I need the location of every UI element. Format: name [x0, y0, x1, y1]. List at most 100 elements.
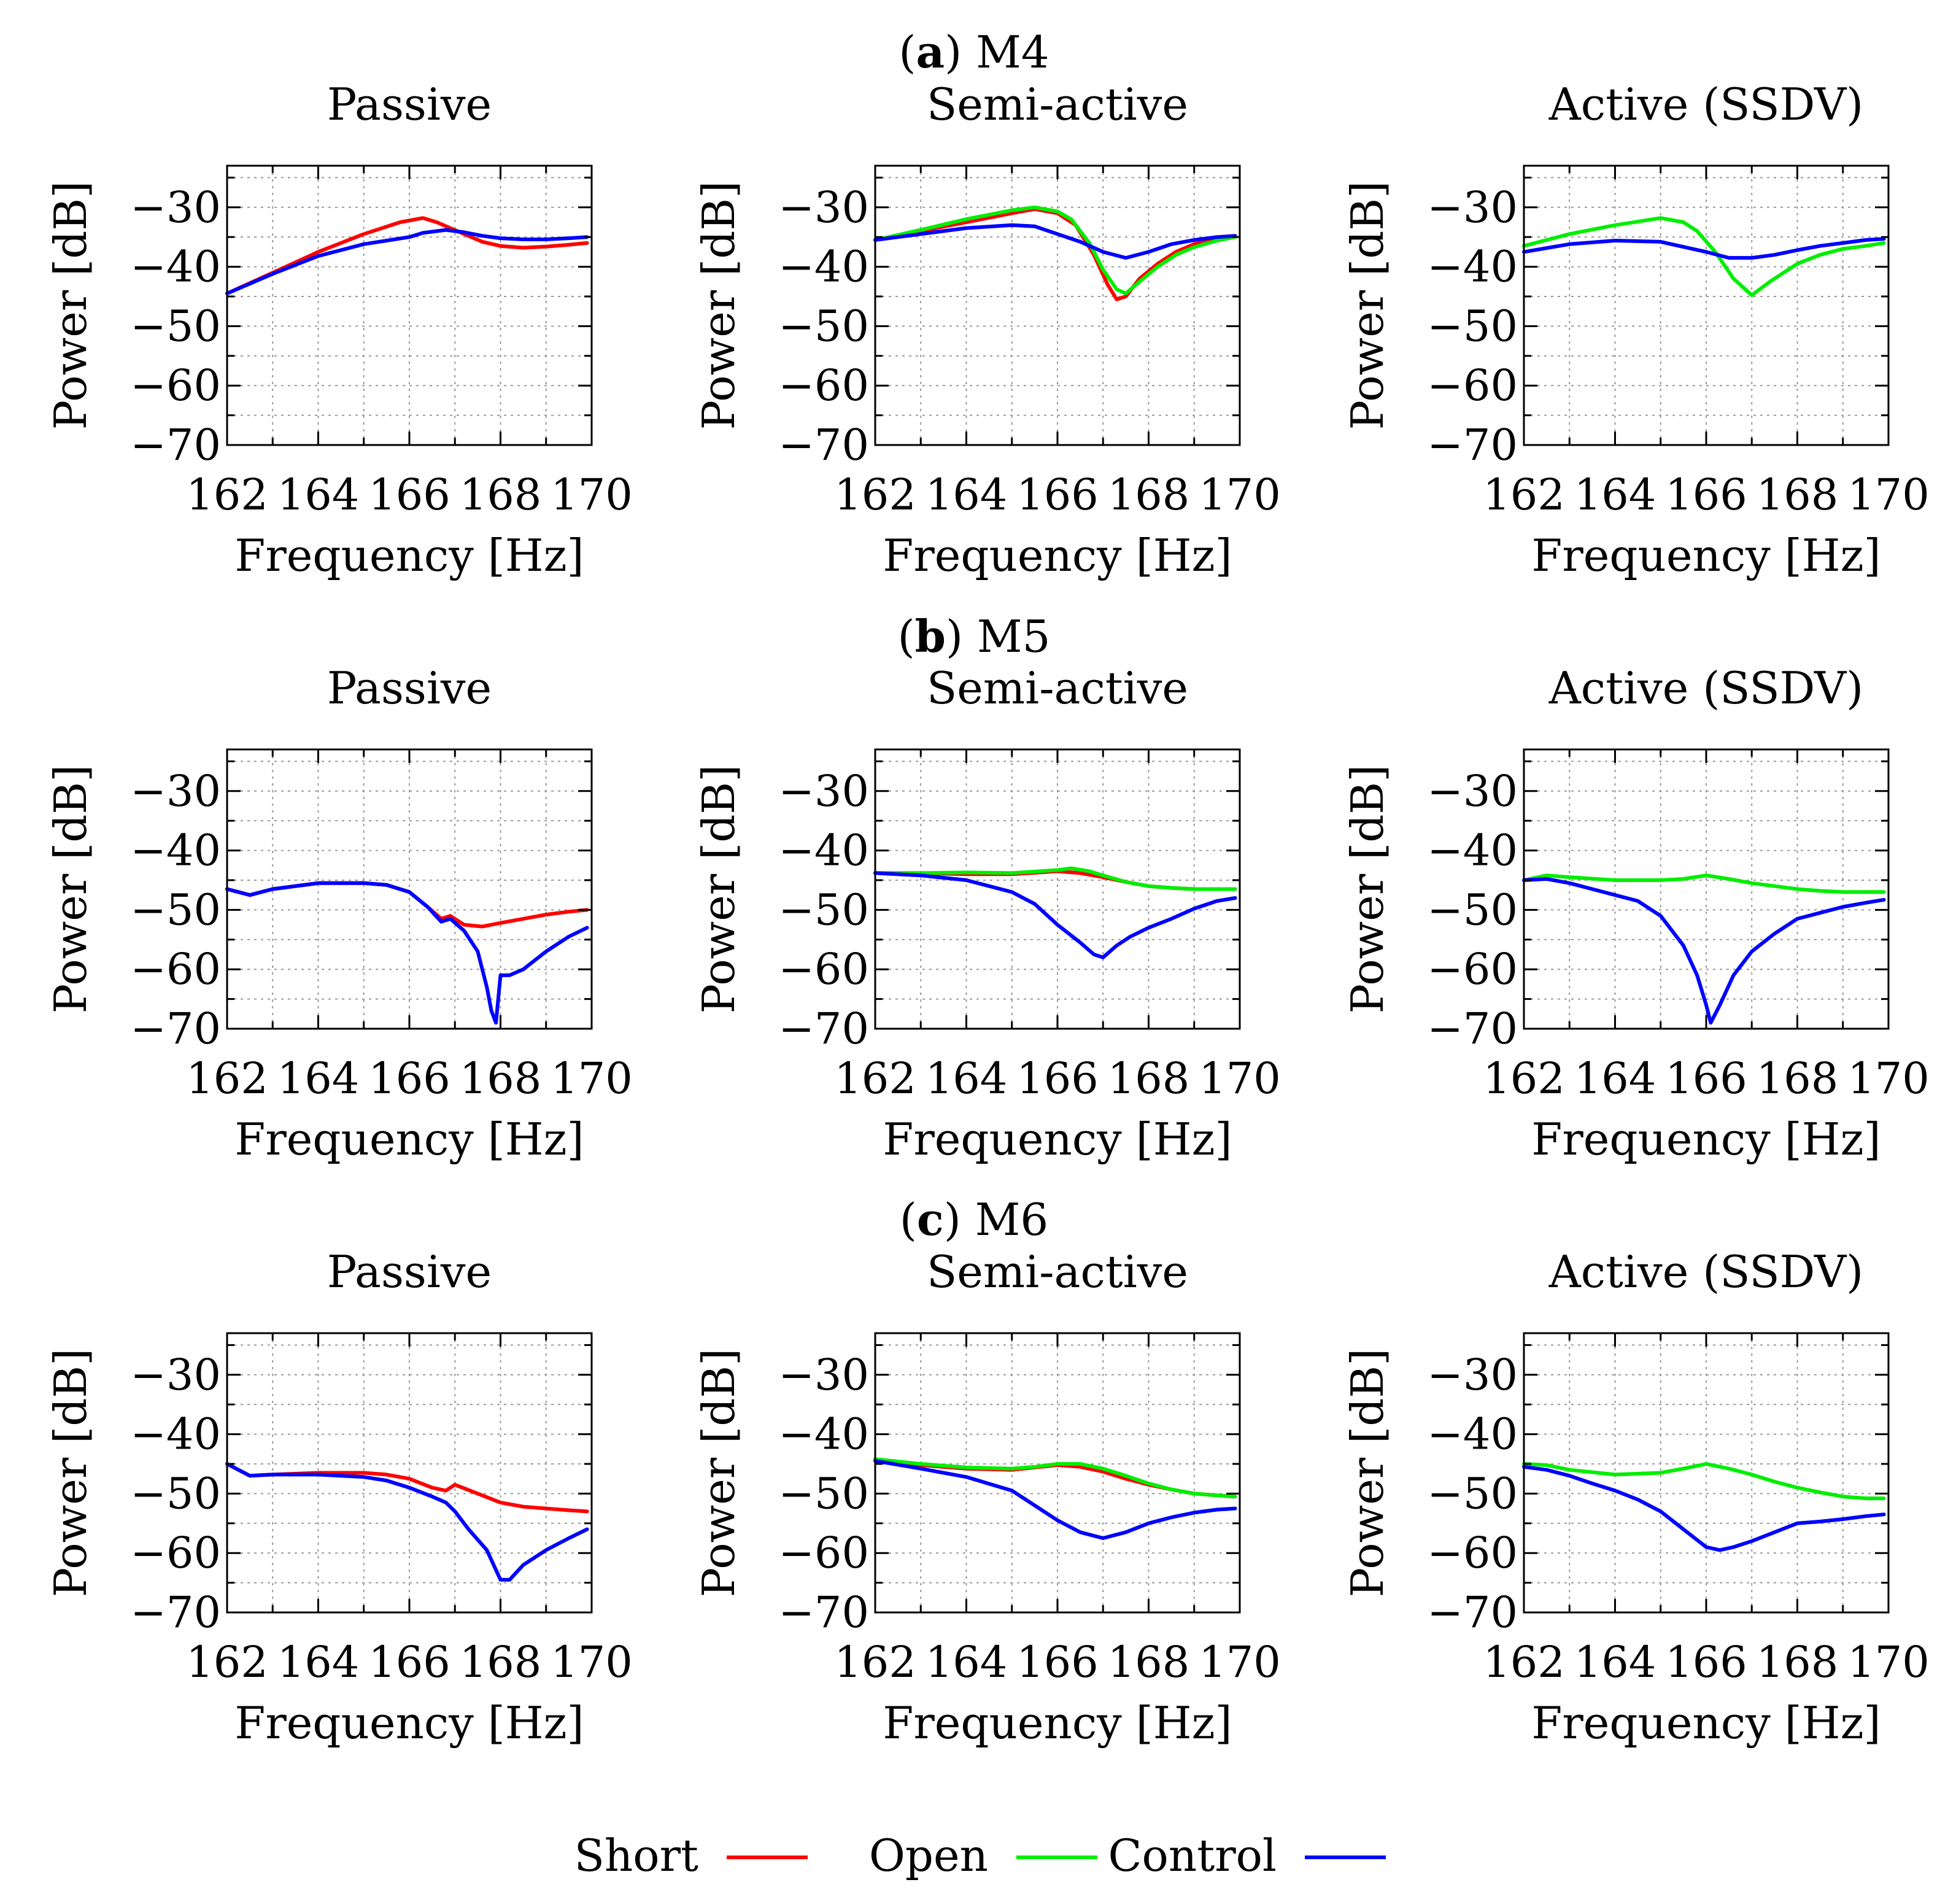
row-label: (c) M6 — [900, 1193, 1048, 1245]
y-tick-label: −70 — [778, 420, 869, 470]
legend-item-open: Open — [869, 1830, 1097, 1881]
y-tick-label: −60 — [1427, 944, 1518, 994]
series-line-control — [873, 871, 1237, 959]
subplot: 162 164 166 168 170 −30 −40 −50 −60 −70 Active (SS… — [1342, 1246, 1930, 1749]
x-tick-label: 166 — [1016, 1053, 1099, 1104]
x-axis-label: Frequency [Hz] — [1531, 1113, 1880, 1165]
y-tick-label: −70 — [130, 1004, 221, 1054]
y-tick-label: −60 — [130, 360, 221, 411]
x-tick-label: 166 — [1016, 470, 1099, 520]
subplot-title: Passive — [327, 662, 492, 714]
y-tick-label: −50 — [1427, 1468, 1518, 1519]
x-tick-label: 168 — [1108, 1637, 1190, 1687]
series-line-control — [1522, 1465, 1886, 1552]
series-line-control — [873, 1459, 1237, 1540]
y-axis-label: Power [dB] — [693, 1349, 744, 1598]
series-line-open — [873, 1457, 1237, 1499]
subplot-title: Active (SSDV) — [1548, 79, 1863, 130]
x-tick-label: 170 — [551, 470, 633, 520]
series-line-control — [225, 228, 589, 296]
subplot-title: Passive — [327, 79, 492, 130]
x-axis-label: Frequency [Hz] — [1531, 1697, 1880, 1749]
y-axis-label: Power [dB] — [45, 181, 96, 430]
y-tick-label: −40 — [778, 1409, 869, 1460]
row-label-text: ) M6 — [944, 1194, 1049, 1245]
y-tick-label: −50 — [130, 301, 221, 351]
x-tick-label: 168 — [1757, 1053, 1839, 1104]
series-line-open — [873, 205, 1237, 296]
row-label: (a) M4 — [899, 26, 1049, 78]
x-tick-label: 170 — [1199, 470, 1281, 520]
series-line-short — [873, 207, 1237, 301]
series-line-control — [225, 1462, 589, 1582]
x-tick-label: 162 — [186, 1637, 268, 1687]
x-tick-label: 164 — [277, 1637, 360, 1687]
y-tick-label: −40 — [130, 826, 221, 876]
x-tick-label: 162 — [834, 1637, 916, 1687]
y-tick-label: −40 — [130, 1409, 221, 1460]
subplot: 162 164 166 168 170 −30 −40 −50 −60 −70 Passive Fre… — [45, 79, 633, 581]
y-tick-label: −40 — [1427, 826, 1518, 876]
series-line-short — [225, 216, 589, 296]
legend-label: Short — [574, 1830, 698, 1881]
x-tick-label: 164 — [1574, 1637, 1656, 1687]
series-line-open — [1522, 216, 1886, 297]
y-tick-label: −60 — [778, 944, 869, 994]
y-tick-label: −60 — [130, 1528, 221, 1578]
x-tick-label: 168 — [460, 1053, 542, 1104]
subplot: 162 164 166 168 170 −30 −40 −50 −60 −70 Semi-activ… — [693, 1246, 1281, 1749]
y-tick-label: −60 — [1427, 1528, 1518, 1578]
x-axis-label: Frequency [Hz] — [883, 530, 1232, 581]
row-label-text: ) M4 — [945, 26, 1049, 78]
series-line-control — [873, 223, 1237, 260]
x-tick-label: 162 — [186, 1053, 268, 1104]
y-tick-label: −50 — [130, 884, 221, 935]
x-tick-label: 166 — [1016, 1637, 1099, 1687]
y-tick-label: −70 — [1427, 1587, 1518, 1638]
y-tick-label: −40 — [778, 826, 869, 876]
y-axis-label: Power [dB] — [45, 1349, 96, 1598]
series-line-open — [873, 866, 1237, 891]
subplot: 162 164 166 168 170 −30 −40 −50 −60 −70 Semi-activ… — [693, 662, 1281, 1165]
y-tick-label: −50 — [130, 1468, 221, 1519]
subplot-title: Active (SSDV) — [1548, 662, 1863, 714]
y-tick-label: −50 — [778, 884, 869, 935]
x-axis-label: Frequency [Hz] — [234, 530, 584, 581]
y-tick-label: −40 — [130, 242, 221, 292]
legend-item-control: Control — [1108, 1830, 1386, 1881]
y-tick-label: −60 — [778, 360, 869, 411]
x-tick-label: 170 — [1199, 1637, 1281, 1687]
x-tick-label: 164 — [1574, 1053, 1656, 1104]
x-tick-label: 164 — [277, 1053, 360, 1104]
y-axis-label: Power [dB] — [1342, 181, 1393, 430]
y-tick-label: −30 — [778, 766, 869, 816]
x-tick-label: 164 — [1574, 470, 1656, 520]
series-line-open — [1522, 873, 1886, 894]
x-axis-label: Frequency [Hz] — [883, 1697, 1232, 1749]
x-tick-label: 162 — [1483, 470, 1565, 520]
y-tick-label: −70 — [778, 1004, 869, 1054]
legend-label: Control — [1108, 1830, 1277, 1881]
x-tick-label: 166 — [368, 1637, 450, 1687]
y-tick-label: −50 — [778, 1468, 869, 1519]
subplot: 162 164 166 168 170 −30 −40 −50 −60 −70 Active (SS… — [1342, 662, 1930, 1165]
x-tick-label: 162 — [1483, 1053, 1565, 1104]
y-tick-label: −60 — [1427, 360, 1518, 411]
subplot: 162 164 166 168 170 −30 −40 −50 −60 −70 Passive Fre… — [45, 662, 633, 1165]
y-tick-label: −30 — [130, 1350, 221, 1400]
x-tick-label: 168 — [1757, 1637, 1839, 1687]
x-tick-label: 164 — [926, 470, 1008, 520]
x-tick-label: 168 — [1108, 470, 1190, 520]
legend-label: Open — [869, 1830, 988, 1881]
x-axis-label: Frequency [Hz] — [234, 1697, 584, 1749]
series-line-control — [1522, 877, 1886, 1025]
subplots: 162 164 166 168 170−30−40−50−60−70PassiveFre… — [45, 79, 1930, 1749]
y-tick-label: −70 — [778, 1587, 869, 1638]
subplot-title: Semi-active — [927, 1246, 1188, 1298]
row-label-letter: b — [915, 610, 946, 662]
x-tick-label: 166 — [1665, 470, 1747, 520]
x-tick-label: 170 — [1199, 1053, 1281, 1104]
x-tick-label: 168 — [1108, 1053, 1190, 1104]
row-label-letter: a — [916, 26, 945, 78]
